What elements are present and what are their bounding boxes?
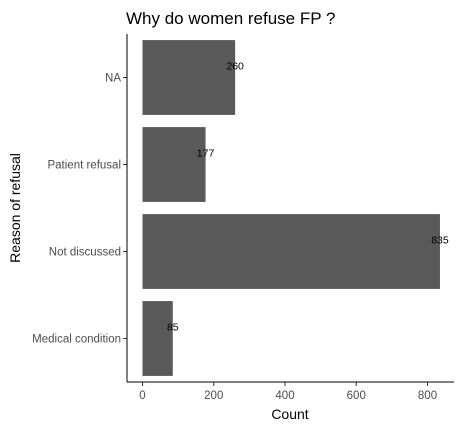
y-tick-label-patient-refusal: Patient refusal [47,160,121,172]
x-tick-label-200: 200 [204,390,223,402]
x-tick-label-400: 400 [275,390,294,402]
y-tick-label-not-discussed: Not discussed [49,247,121,259]
plot-area: 260 NA 177 Patient refusal 835 Not discussed 8… [32,40,449,402]
data-label-medical-condition: 85 [167,322,179,334]
bar-patient-refusal [142,127,206,202]
y-tick-label-medical-condition: Medical condition [32,334,121,346]
x-tick-label-800: 800 [418,390,437,402]
y-axis-title: Reason of refusal [7,153,23,263]
data-label-not-discussed: 835 [431,235,449,247]
bar-na [142,40,236,115]
data-label-na: 260 [226,61,244,73]
x-tick-label-0: 0 [139,390,145,402]
chart-title: Why do women refuse FP ? [126,9,335,28]
bar-not-discussed [142,214,440,289]
bar-medical-condition [142,301,173,376]
y-tick-label-na: NA [105,73,121,85]
data-label-patient-refusal: 177 [197,148,215,160]
x-tick-label-600: 600 [347,390,366,402]
x-axis-title: Count [271,406,308,422]
